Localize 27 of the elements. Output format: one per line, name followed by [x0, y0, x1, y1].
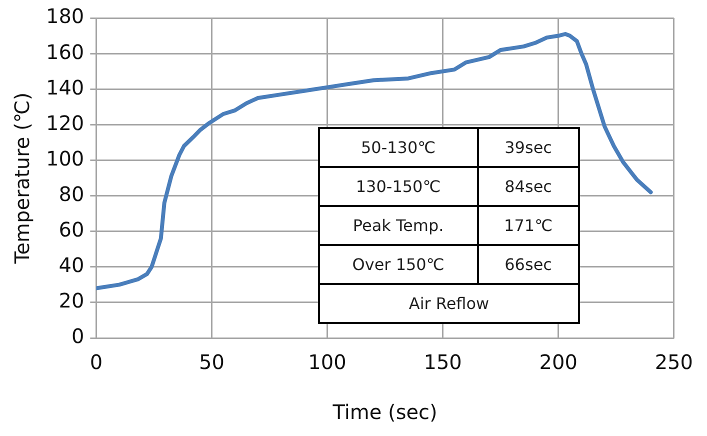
- annotation: 39sec: [478, 128, 579, 167]
- x-tick-label: 100: [308, 350, 346, 374]
- annotation: 50-130℃: [319, 128, 478, 167]
- y-tick-label: 20: [58, 288, 84, 313]
- annotation: Over 150℃: [319, 245, 478, 284]
- annotation: 84sec: [478, 167, 579, 206]
- x-tick-label: 150: [424, 350, 462, 374]
- y-tick-label: 120: [46, 110, 84, 135]
- annotation: Peak Temp.: [319, 206, 478, 245]
- y-tick-label: 140: [46, 75, 84, 100]
- y-tick-label: 160: [46, 40, 84, 64]
- annotation: 171℃: [478, 206, 579, 245]
- annotation: 130-150℃: [319, 167, 478, 206]
- x-tick-label: 50: [198, 350, 224, 374]
- y-tick-label: 0: [71, 324, 84, 348]
- x-tick-label: 0: [90, 350, 103, 374]
- annotation: Air Reflow: [319, 284, 579, 323]
- y-tick-label: 180: [46, 4, 84, 28]
- annotation: 66sec: [478, 245, 579, 284]
- x-tick-label: 250: [654, 350, 694, 374]
- y-tick-label: 80: [58, 182, 84, 206]
- y-axis-title: Temperature (℃): [10, 92, 34, 265]
- x-tick-label: 200: [539, 350, 578, 374]
- x-axis-title: Time (sec): [332, 400, 438, 424]
- y-tick-label: 40: [58, 253, 84, 278]
- y-tick-label: 60: [58, 218, 84, 242]
- y-tick-label: 100: [46, 146, 84, 170]
